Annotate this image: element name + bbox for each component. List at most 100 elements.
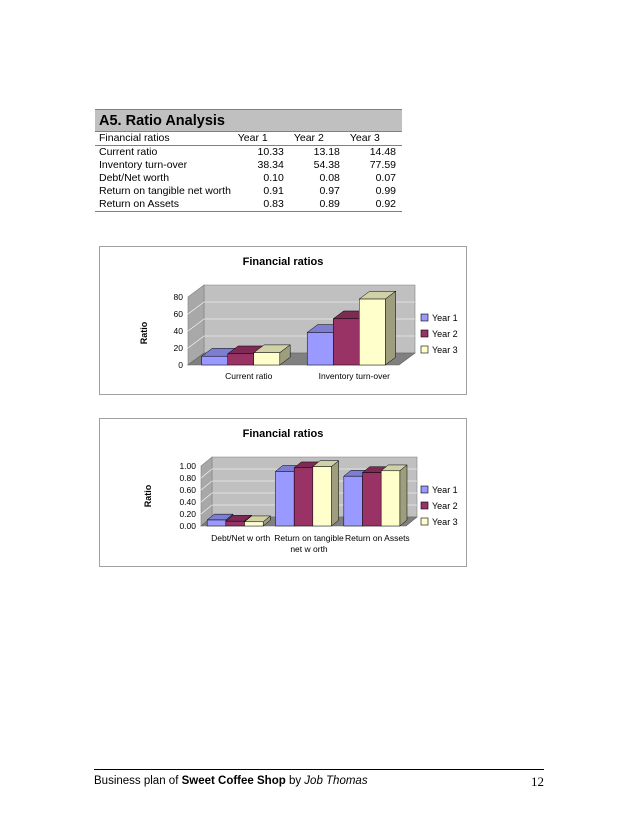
gridline	[187, 301, 415, 315]
y-tick-label: 0.20	[179, 509, 196, 519]
ratio-table-grid: Financial ratios Year 1 Year 2 Year 3 Cu…	[95, 132, 402, 212]
y-tick-label: 0.00	[179, 521, 196, 531]
column-header: Financial ratios	[99, 132, 170, 144]
page-footer: Business plan of Sweet Coffee Shop by Jo…	[94, 774, 544, 789]
x-category-label: Return on Assets	[345, 533, 410, 543]
cell-value: 13.18	[313, 146, 340, 158]
row-label: Current ratio	[99, 146, 158, 158]
cell-value: 0.91	[263, 185, 284, 197]
legend-swatch	[420, 517, 429, 526]
cell-value: 10.33	[257, 146, 284, 158]
bar-front	[253, 352, 281, 366]
chart-side-wall	[200, 456, 213, 527]
cell-value: 0.99	[375, 185, 396, 197]
bar-front	[275, 471, 295, 527]
bar-front	[343, 475, 363, 527]
x-category-label: Return on tangible	[274, 533, 344, 543]
legend-swatch	[420, 485, 429, 494]
row-label: Debt/Net worth	[99, 172, 170, 184]
chart-title: Financial ratios	[243, 256, 324, 268]
table-row: Debt/Net worth 0.10 0.08 0.07	[95, 172, 402, 185]
legend-label: Year 2	[432, 329, 458, 339]
legend-label: Year 2	[432, 501, 458, 511]
chart-financial-ratios-1: Financial ratios Ratio 0 20 40 60 80 Current ra…	[99, 246, 467, 395]
legend-label: Year 3	[432, 517, 458, 527]
cell-value: 14.48	[369, 146, 396, 158]
table-row: Inventory turn-over 38.34 54.38 77.59	[95, 159, 402, 172]
x-category-label: Inventory turn-over	[319, 371, 391, 381]
row-label: Return on tangible net worth	[99, 185, 231, 197]
bar-front	[380, 470, 401, 527]
bar-front	[306, 332, 334, 366]
table-title: A5. Ratio Analysis	[95, 109, 402, 132]
table-row: Current ratio 10.33 13.18 14.48	[95, 146, 402, 160]
y-tick-label: 0.40	[179, 497, 196, 507]
x-category-label: net w orth	[290, 544, 328, 554]
bar-front	[206, 519, 227, 527]
footer-prefix: Business plan of	[94, 775, 182, 787]
table-header-row: Financial ratios Year 1 Year 2 Year 3	[95, 132, 402, 146]
chart-bar	[253, 344, 291, 366]
ratio-analysis-table: A5. Ratio Analysis Financial ratios Year…	[95, 109, 402, 212]
bar-front	[293, 467, 314, 527]
gridline	[200, 468, 417, 479]
row-label: Inventory turn-over	[99, 159, 188, 171]
bar-front	[244, 521, 264, 527]
table-row: Return on tangible net worth 0.91 0.97 0…	[95, 185, 402, 198]
y-tick-label: 60	[174, 309, 184, 319]
legend-swatch	[420, 501, 429, 510]
x-category-label: Current ratio	[225, 371, 273, 381]
cell-value: 0.89	[319, 198, 340, 210]
y-tick-label: 80	[174, 292, 184, 302]
chart-2-svg: Financial ratios Ratio 0.00 0.20 0.40 0.60 0.8…	[143, 428, 458, 554]
table-row: Return on Assets 0.83 0.89 0.92	[95, 198, 402, 212]
y-axis-label: Ratio	[143, 484, 153, 507]
bar-front	[312, 466, 332, 527]
bar-front	[201, 355, 228, 366]
cell-value: 0.07	[375, 172, 396, 184]
chart-title: Financial ratios	[243, 428, 324, 440]
bar-front	[362, 472, 382, 527]
bar-side	[399, 464, 408, 527]
bar-front	[227, 353, 255, 366]
column-header: Year 1	[237, 132, 268, 144]
legend-label: Year 3	[432, 345, 458, 355]
chart-1-svg: Financial ratios Ratio 0 20 40 60 80 Current ra…	[139, 256, 458, 381]
y-tick-label: 0.60	[179, 485, 196, 495]
legend-label: Year 1	[432, 485, 458, 495]
bar-front	[359, 298, 386, 366]
cell-value: 0.92	[375, 198, 396, 210]
bar-side	[385, 290, 396, 366]
cell-value: 77.59	[369, 159, 396, 171]
x-category-label: Debt/Net w orth	[211, 533, 270, 543]
footer-brand: Sweet Coffee Shop	[181, 775, 286, 787]
column-header: Year 3	[349, 132, 380, 144]
row-label: Return on Assets	[99, 198, 179, 210]
chart-bar	[380, 464, 408, 527]
bar-side	[331, 460, 339, 527]
bar-front	[225, 520, 245, 527]
chart-bar	[358, 290, 397, 366]
cell-value: 0.97	[319, 185, 340, 197]
cell-value: 0.08	[319, 172, 340, 184]
chart-bar	[312, 460, 340, 527]
legend-label: Year 1	[432, 313, 458, 323]
chart-bar	[243, 515, 272, 527]
legend-swatch	[420, 345, 429, 354]
y-tick-label: 20	[174, 343, 184, 353]
column-header: Year 2	[293, 132, 324, 144]
y-tick-label: 0.80	[179, 473, 196, 483]
cell-value: 54.38	[313, 159, 340, 171]
cell-value: 0.83	[263, 198, 284, 210]
page-number: 12	[531, 774, 544, 789]
bar-front	[332, 318, 360, 366]
cell-value: 38.34	[257, 159, 284, 171]
footer-by: by	[285, 775, 305, 787]
chart-financial-ratios-2: Financial ratios Ratio 0.00 0.20 0.40 0.60 0.8…	[99, 418, 467, 567]
y-tick-label: 1.00	[179, 461, 196, 471]
footer-divider	[94, 769, 544, 770]
footer-author: Job Thomas	[304, 775, 368, 787]
y-tick-label: 0	[178, 360, 183, 370]
cell-value: 0.10	[263, 172, 284, 184]
legend-swatch	[420, 329, 429, 338]
